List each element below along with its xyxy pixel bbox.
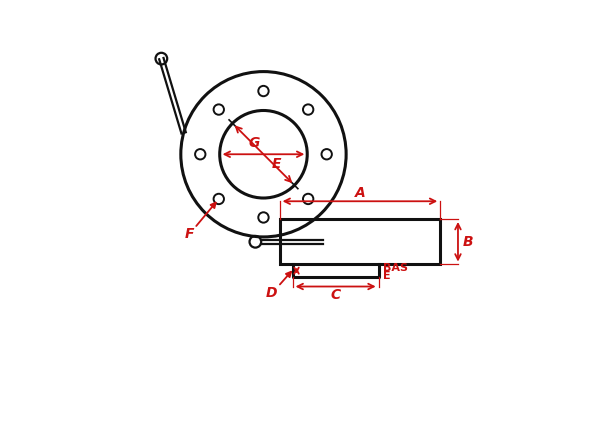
- Text: BAS: BAS: [384, 263, 408, 273]
- Text: E: E: [384, 272, 391, 282]
- Text: B: B: [463, 235, 473, 249]
- Text: C: C: [330, 288, 340, 301]
- Text: E: E: [271, 157, 281, 171]
- Text: F: F: [185, 227, 194, 241]
- Text: G: G: [248, 136, 260, 150]
- Text: D: D: [266, 286, 277, 300]
- Bar: [280, 219, 440, 264]
- Text: A: A: [355, 186, 365, 200]
